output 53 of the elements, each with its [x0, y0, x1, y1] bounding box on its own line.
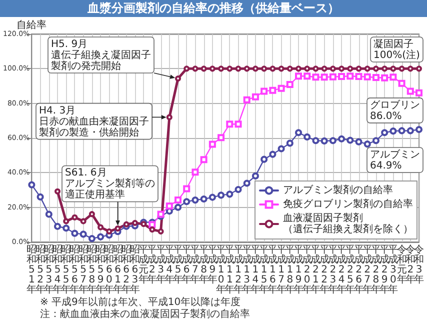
x-tick-label: 昭和51年	[26, 244, 37, 296]
x-tick-label: 平成13年	[242, 244, 252, 296]
x-tick-label: 昭和58年	[86, 244, 97, 296]
x-tick-label: 平成20年	[302, 244, 312, 296]
x-tick-label: 平成28年	[370, 244, 381, 296]
legend-label: 免疫グロブリン製剤の自給率	[283, 198, 413, 210]
x-tick-label: 昭和59年	[96, 244, 106, 296]
x-tick-label: 平成2年	[147, 244, 158, 286]
x-tick-label: 昭和63年	[130, 244, 140, 296]
text: ※ 平成9年以前は年次、平成10年以降は年度	[40, 297, 241, 308]
text: 注：献血血液由来の血液凝固因子製剤の自給率	[40, 309, 250, 320]
legend-label: アルブミン製剤の自給率	[283, 184, 393, 196]
x-tick-label: 昭和54年	[52, 244, 63, 296]
chart-title: 血漿分画製剤の自給率の推移（供給量ベース）	[0, 0, 427, 17]
x-tick-label: 平成15年	[259, 244, 270, 296]
x-tick-label: 平成24年	[336, 244, 347, 296]
x-tick-label: 平成23年	[328, 244, 338, 296]
y-axis-title: 自給率	[16, 19, 47, 32]
x-tick-label: 平成3年	[156, 244, 166, 286]
x-tick-label: 平成21年	[310, 244, 321, 296]
x-tick-label: 平成6年	[182, 244, 192, 286]
x-tick-label: 平成9年	[207, 244, 218, 286]
x-tick-label: 平成5年	[173, 244, 184, 286]
x-tick-label: 昭和57年	[78, 244, 88, 296]
x-tick-label: 昭和52年	[35, 244, 46, 296]
x-tick-label: 平成30年	[388, 244, 398, 296]
legend-label: 血液凝固因子製剤（遺伝子組換え製剤を除く）	[283, 212, 413, 235]
x-tick-label: 昭和61年	[112, 244, 123, 296]
x-tick-label: 平成12年	[233, 244, 244, 296]
x-tick-label: 平成17年	[276, 244, 286, 296]
x-tick-label: 平成26年	[354, 244, 364, 296]
x-tick-label: 昭和55年	[61, 244, 72, 296]
x-tick-label: 平成14年	[250, 244, 260, 296]
x-tick-label: 令和元年	[396, 244, 407, 286]
x-tick-label: 昭和53年	[44, 244, 54, 296]
x-tick-label: 平成18年	[284, 244, 295, 296]
x-tick-label: 平成29年	[380, 244, 390, 296]
x-tick-label: 平成元年	[138, 244, 149, 286]
x-tick-label: 平成25年	[345, 244, 356, 296]
x-tick-label: 昭和60年	[104, 244, 114, 296]
x-tick-label: 平成10年	[216, 244, 226, 296]
x-tick-label: 令和2年	[405, 244, 416, 286]
x-tick-label: 平成19年	[294, 244, 304, 296]
x-tick-label: 平成11年	[224, 244, 235, 296]
x-tick-label: 平成27年	[362, 244, 372, 296]
x-tick-label: 平成16年	[268, 244, 278, 296]
x-tick-label: 昭和62年	[121, 244, 132, 296]
x-tick-label: 平成22年	[319, 244, 330, 296]
x-tick-label: 平成8年	[198, 244, 209, 286]
x-tick-label: 平成4年	[164, 244, 174, 286]
x-tick-label: 平成7年	[190, 244, 200, 286]
x-tick-label: 昭和56年	[70, 244, 80, 296]
x-tick-label: 令和3年	[414, 244, 424, 286]
